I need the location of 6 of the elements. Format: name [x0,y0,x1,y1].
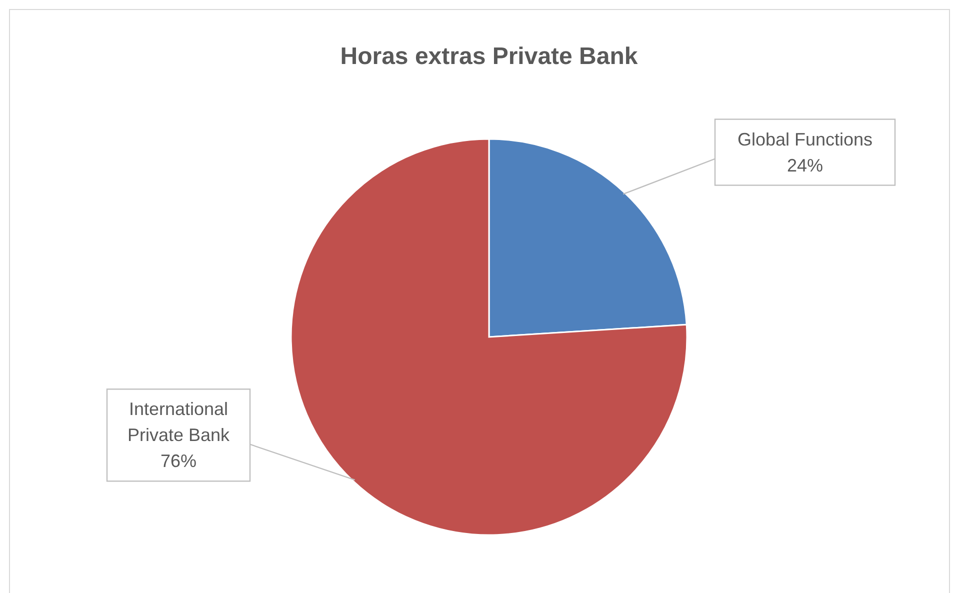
chart-title: Horas extras Private Bank [340,43,638,70]
data-label: 76% [160,451,197,472]
data-label: 24% [786,155,824,176]
slice-label: International Private Bank [127,399,231,446]
slice-label: Global Functions [737,129,873,150]
pie-slice [290,138,688,536]
